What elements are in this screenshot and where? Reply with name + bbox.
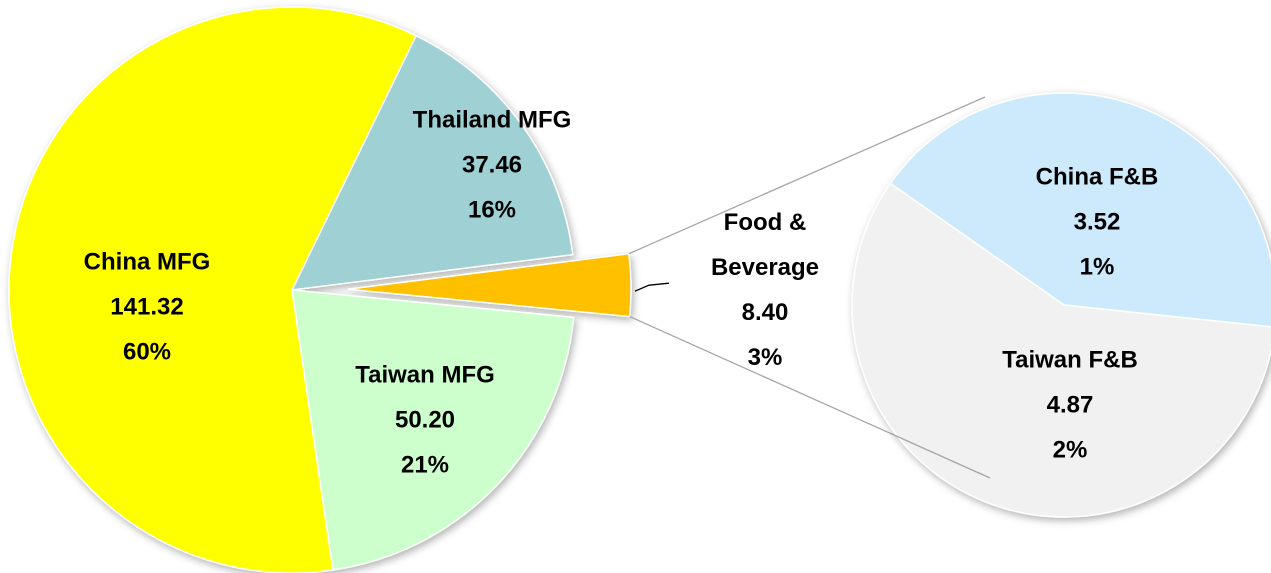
percent-label: 1% bbox=[1079, 253, 1115, 281]
pie-slice bbox=[290, 34, 574, 291]
slice-label: Food & Beverage 8.40 3% bbox=[685, 200, 845, 380]
percent-label: 2% bbox=[1052, 436, 1088, 464]
value-label: 141.32 bbox=[110, 293, 184, 321]
value-label: 50.20 bbox=[394, 406, 456, 434]
percent-label: 21% bbox=[400, 451, 450, 479]
slice-label: Taiwan F&B 4.87 2% bbox=[990, 338, 1150, 473]
pie-slice bbox=[8, 6, 418, 573]
percent-label: 16% bbox=[467, 196, 517, 224]
pie-slice bbox=[851, 182, 1271, 518]
pie-slice bbox=[347, 252, 632, 318]
leader-line bbox=[634, 282, 670, 292]
value-label: 8.40 bbox=[741, 299, 789, 326]
value-label: 37.46 bbox=[461, 151, 523, 179]
pie-slice bbox=[889, 92, 1271, 328]
slice-label: Taiwan MFG 50.20 21% bbox=[345, 353, 505, 488]
pie-slice bbox=[291, 289, 575, 571]
category-name: China MFG bbox=[83, 248, 211, 276]
category-name: China F&B bbox=[1035, 163, 1159, 191]
value-label: 4.87 bbox=[1046, 391, 1094, 419]
percent-label: 3% bbox=[747, 344, 783, 371]
primary-pie bbox=[8, 6, 632, 573]
connectors bbox=[628, 96, 991, 479]
slice-label: Thailand MFG 37.46 16% bbox=[412, 98, 572, 233]
connector-line bbox=[628, 96, 986, 255]
percent-label: 60% bbox=[122, 338, 172, 366]
secondary-pie bbox=[851, 92, 1271, 518]
connector-line bbox=[629, 315, 991, 479]
category-name: Thailand MFG bbox=[412, 106, 572, 134]
slice-label: China F&B 3.52 1% bbox=[1017, 155, 1177, 290]
slice-label: China MFG 141.32 60% bbox=[67, 240, 227, 375]
category-name: Food & Beverage bbox=[710, 209, 820, 281]
value-label: 3.52 bbox=[1073, 208, 1121, 236]
category-name: Taiwan MFG bbox=[355, 361, 495, 389]
category-name: Taiwan F&B bbox=[1002, 346, 1138, 374]
